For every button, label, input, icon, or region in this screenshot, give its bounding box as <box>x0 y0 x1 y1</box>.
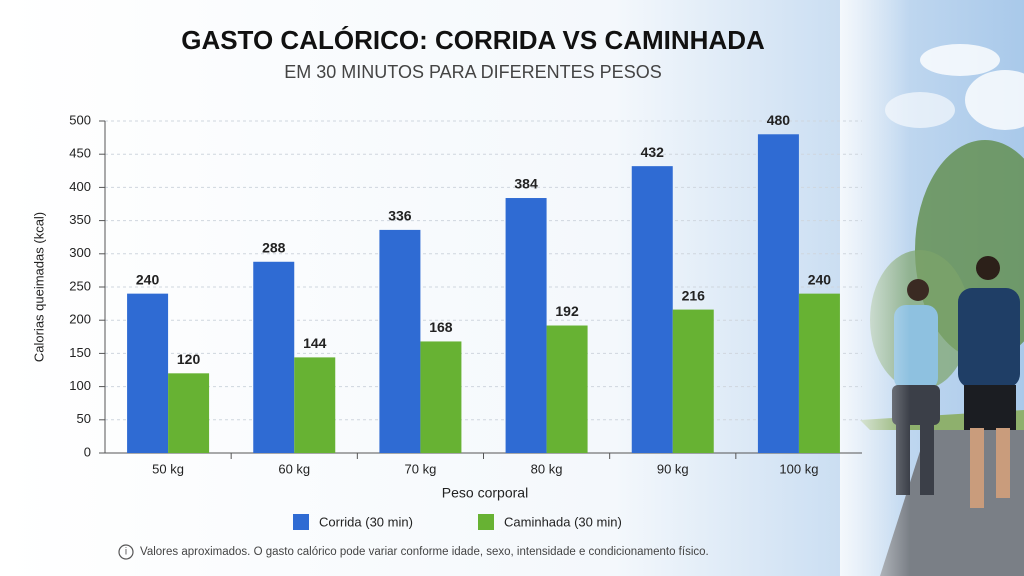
y-tick-label: 50 <box>77 411 91 426</box>
legend-label: Caminhada (30 min) <box>504 514 622 529</box>
y-tick-label: 350 <box>69 212 91 227</box>
legend-label: Corrida (30 min) <box>319 514 413 529</box>
x-tick-label: 90 kg <box>657 461 689 476</box>
value-label: 192 <box>555 303 579 319</box>
value-label: 336 <box>388 208 412 224</box>
x-tick-label: 100 kg <box>779 461 818 476</box>
value-label: 168 <box>429 319 453 335</box>
y-tick-label: 400 <box>69 179 91 194</box>
x-tick-label: 80 kg <box>531 461 563 476</box>
y-tick-label: 150 <box>69 345 91 360</box>
legend-swatch <box>478 514 494 530</box>
bar <box>672 309 714 453</box>
value-label: 384 <box>514 176 538 192</box>
scene <box>840 0 1024 576</box>
y-tick-label: 200 <box>69 312 91 327</box>
bar <box>798 293 840 453</box>
bar <box>757 134 799 453</box>
value-label: 144 <box>303 335 327 351</box>
y-tick-label: 100 <box>69 378 91 393</box>
x-axis-label: Peso corporal <box>442 485 528 501</box>
bar <box>253 261 295 453</box>
bar <box>168 373 210 453</box>
svg-text:i: i <box>125 547 127 558</box>
bar <box>420 341 462 453</box>
y-tick-label: 300 <box>69 245 91 260</box>
value-label: 480 <box>767 112 791 128</box>
value-label: 288 <box>262 239 286 255</box>
bar <box>294 357 336 453</box>
bar <box>127 293 169 453</box>
chart-subtitle: EM 30 MINUTOS PARA DIFERENTES PESOS <box>284 62 661 82</box>
bar <box>379 229 421 453</box>
footnote: Valores aproximados. O gasto calórico po… <box>140 546 709 558</box>
x-tick-label: 60 kg <box>278 461 310 476</box>
note-icon: i <box>118 544 134 560</box>
y-axis-label: Calorias queimadas (kcal) <box>31 212 46 362</box>
x-tick-label: 50 kg <box>152 461 184 476</box>
value-label: 432 <box>641 144 665 160</box>
legend-swatch <box>293 514 309 530</box>
bar <box>631 166 673 454</box>
bar <box>546 325 588 453</box>
y-tick-label: 0 <box>84 444 91 459</box>
y-tick-label: 500 <box>69 112 91 127</box>
y-tick-label: 250 <box>69 278 91 293</box>
value-label: 240 <box>136 271 160 287</box>
value-label: 120 <box>177 351 201 367</box>
value-label: 240 <box>808 271 832 287</box>
x-tick-label: 70 kg <box>405 461 437 476</box>
bar <box>505 198 547 453</box>
chart-title: GASTO CALÓRICO: CORRIDA VS CAMINHADA <box>181 25 765 55</box>
value-label: 216 <box>682 287 706 303</box>
y-tick-label: 450 <box>69 146 91 161</box>
